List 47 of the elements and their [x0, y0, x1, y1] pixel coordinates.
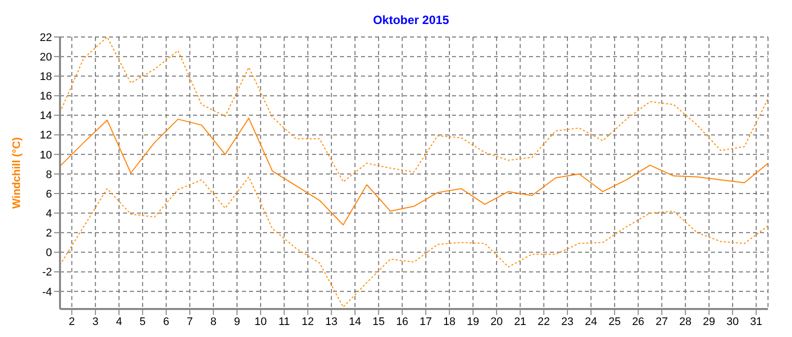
x-tick-label: 15: [372, 316, 385, 328]
x-tick-label: 11: [278, 316, 290, 328]
y-tick-label: 2: [46, 228, 52, 240]
x-tick-label: 22: [538, 316, 550, 328]
x-tick-label: 2: [68, 316, 75, 328]
x-tick-label: 14: [348, 316, 362, 328]
x-tick-label: 21: [514, 316, 526, 328]
x-tick-label: 28: [679, 316, 692, 328]
x-tick-label: 8: [210, 316, 216, 328]
y-tick-label: 0: [46, 247, 52, 260]
y-tick-label: 4: [46, 208, 52, 220]
x-tick-label: 16: [396, 316, 408, 328]
x-tick-label: 23: [561, 316, 574, 328]
x-tick-label: 30: [726, 316, 739, 328]
y-axis-title: Windchill (°C): [10, 136, 23, 209]
y-tick-label: 14: [40, 110, 52, 122]
y-tick-label: 10: [40, 149, 52, 162]
y-tick-label: 22: [40, 32, 52, 44]
x-tick-label: 24: [584, 316, 598, 328]
x-tick-label: 26: [632, 316, 644, 328]
y-tick-label: 12: [40, 130, 52, 142]
y-tick-label: 16: [40, 90, 52, 103]
y-tick-label: 6: [46, 188, 52, 200]
x-tick-label: 10: [254, 316, 267, 328]
x-tick-label: 13: [325, 316, 338, 328]
x-tick-label: 6: [163, 316, 170, 328]
chart-title: Oktober 2015: [372, 12, 450, 28]
y-tick-label: -4: [42, 286, 52, 298]
x-tick-label: 4: [116, 316, 122, 328]
x-tick-label: 29: [702, 316, 716, 328]
x-tick-label: 19: [466, 316, 480, 328]
x-tick-label: 3: [92, 316, 98, 328]
x-tick-label: 9: [234, 316, 240, 328]
x-tick-label: 17: [420, 316, 432, 328]
x-tick-label: 31: [750, 316, 762, 328]
x-tick-label: 25: [608, 316, 621, 328]
x-tick-label: 20: [490, 316, 503, 328]
x-tick-label: 12: [302, 316, 314, 328]
y-tick-label: 18: [40, 71, 52, 84]
y-tick-label: 8: [46, 168, 52, 181]
x-tick-label: 7: [186, 316, 193, 328]
y-tick-label: -2: [42, 266, 52, 279]
x-tick-label: 18: [443, 316, 456, 328]
x-tick-label: 27: [656, 316, 668, 328]
line-series: [60, 118, 768, 226]
y-tick-label: 20: [40, 51, 52, 64]
x-tick-label: 5: [140, 316, 146, 328]
